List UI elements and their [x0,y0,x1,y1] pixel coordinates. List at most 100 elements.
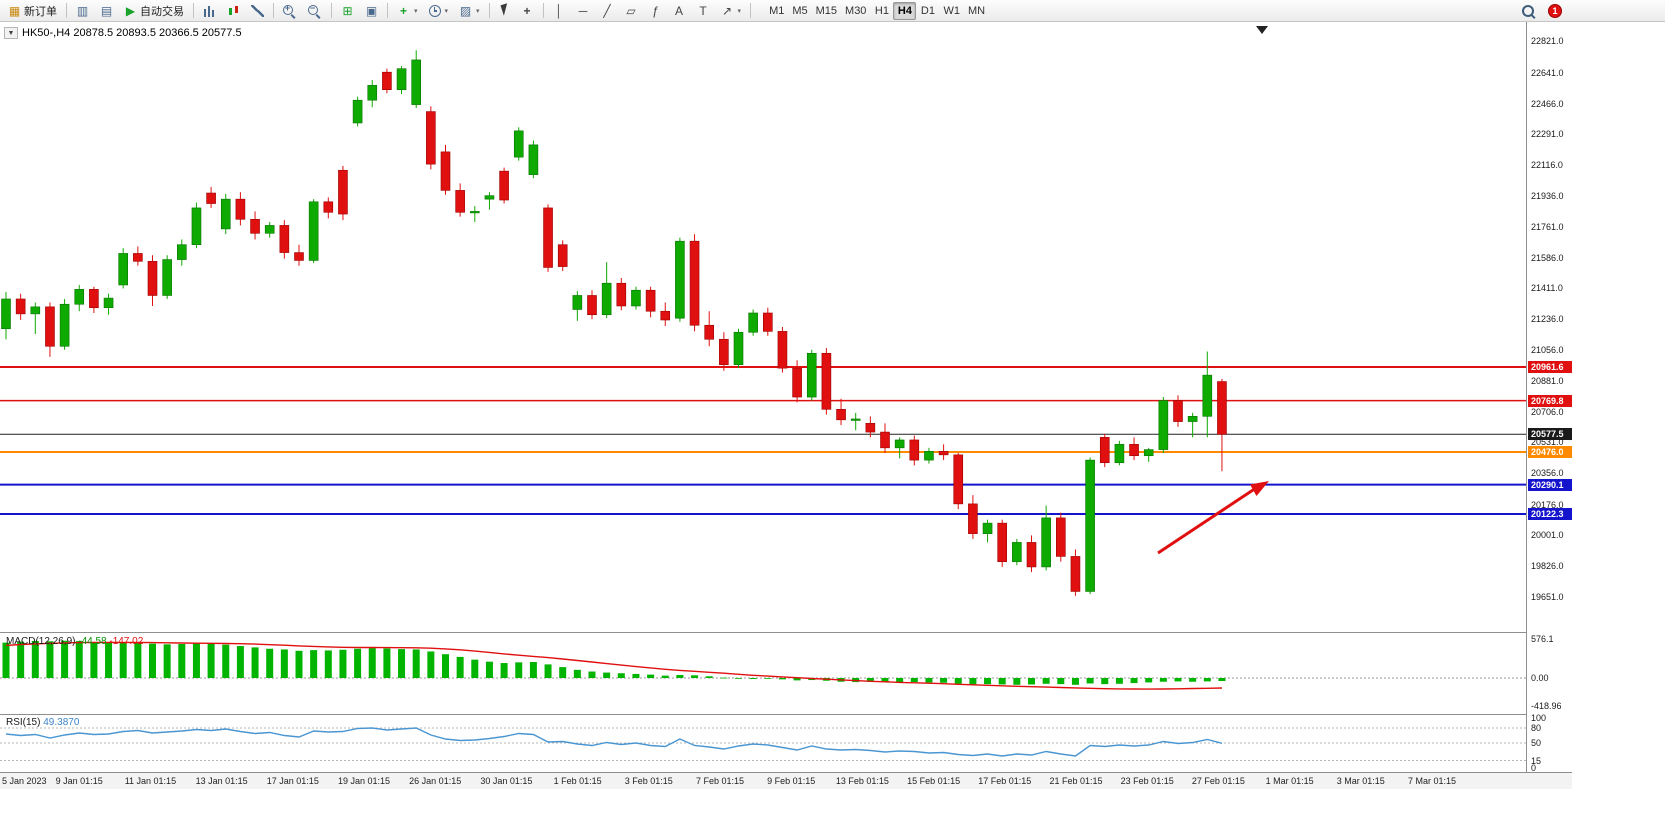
macd-histogram-bar [632,673,640,678]
price-chart[interactable] [0,22,1572,632]
macd-histogram-bar [866,678,874,682]
zoom-in-button[interactable]: + [278,1,302,20]
macd-histogram-bar [295,650,303,678]
macd-histogram-bar [75,641,83,678]
macd-histogram-bar [896,678,904,683]
candle [250,211,260,240]
macd-histogram-bar [647,674,655,678]
timeframe-mn[interactable]: MN [967,4,986,17]
timeframe-m1[interactable]: M1 [769,4,785,17]
macd-histogram-bar [793,678,801,681]
notification-badge[interactable]: 1 [1548,4,1562,18]
price-level-tag[interactable]: 20122.3 [1528,507,1572,520]
macd-histogram-bar [31,640,39,678]
candle [938,444,949,461]
macd-histogram-bar [251,647,259,678]
candle [338,165,348,221]
macd-histogram-bar [1115,678,1123,684]
macd-histogram-bar [412,649,420,678]
channel-button[interactable]: ▱ [620,1,643,20]
macd-panel[interactable] [0,632,1572,714]
chart-shift-marker[interactable] [1256,26,1268,34]
text-label-button[interactable]: T [692,1,715,20]
main-toolbar: ▦ 新订单 ▥ ▤ ▶ 自动交易 + − ⊞ ▣ + ▾ ▾ ▨ ▾ + │ ─ ╱… [0,0,1665,22]
price-level-tag[interactable]: 20290.1 [1528,478,1572,491]
toolbar-separator [542,3,544,18]
line-chart-button[interactable] [246,1,269,20]
chart-window-button[interactable]: ▥ [71,1,94,20]
vertical-line-button[interactable]: │ [548,1,571,20]
candle [997,519,1008,567]
timeframe-w1[interactable]: W1 [943,4,960,17]
macd-histogram-bar [969,678,977,685]
macd-histogram-bar [46,641,54,678]
cascade-windows-button[interactable]: ▣ [360,1,383,20]
arrows-button[interactable]: ↗ ▾ [716,1,747,20]
price-grid-label: 22291.0 [1531,129,1564,140]
symbol-ohlc-text: HK50-,H4 20878.5 20893.5 20366.5 20577.5 [22,27,242,39]
price-level-tag[interactable]: 20961.6 [1528,361,1572,373]
timeframe-h1[interactable]: H1 [874,4,889,17]
candlestick-chart-button[interactable] [222,1,245,20]
search-icon [1521,4,1536,19]
time-axis-label: 11 Jan 01:15 [124,776,177,786]
zoom-out-button[interactable]: − [303,1,327,20]
templates-button[interactable]: ▨ ▾ [454,1,485,20]
time-axis[interactable]: 5 Jan 2023 9 Jan 01:15 11 Jan 01:15 13 Jan … [0,772,1572,789]
cursor-button[interactable] [494,1,515,20]
macd-histogram-bar [105,642,113,678]
fibonacci-button[interactable]: ƒ [644,1,667,20]
timeframe-m30[interactable]: M30 [845,4,867,17]
autotrade-button[interactable]: ▶ 自动交易 [119,1,189,20]
macd-value: -44.58 [78,636,107,647]
chart-collapse-button[interactable]: ▼ [4,27,18,39]
price-axis[interactable]: 22821.0 22641.0 22466.0 22291.0 22116.0 21936… [1526,22,1572,773]
bar-chart-button[interactable] [198,1,221,20]
text-button[interactable]: A [668,1,691,20]
rsi-panel[interactable] [0,714,1572,772]
trend-arrow-annotation[interactable] [1157,481,1269,555]
time-axis-label: 1 Feb 01:15 [553,776,602,786]
timeframe-m5[interactable]: M5 [792,4,808,17]
timeframe-h4[interactable]: H4 [893,1,917,20]
price-grid-label: 20531.0 [1531,437,1564,448]
macd-histogram-bar [324,650,332,678]
tile-windows-button[interactable]: ⊞ [336,1,359,20]
indicators-button[interactable]: + ▾ [392,1,423,20]
price-level-tag[interactable]: 20769.8 [1528,394,1572,407]
market-watch-button[interactable]: ▤ [95,1,118,20]
macd-scale-label: 0.00 [1531,673,1549,683]
market-watch-icon: ▤ [100,3,113,18]
new-order-button[interactable]: ▦ 新订单 [3,1,62,20]
panel-separator[interactable] [0,714,1572,715]
crosshair-button[interactable]: + [516,1,539,20]
trendline-button[interactable]: ╱ [596,1,619,20]
macd-histogram-bar [910,678,918,683]
toolbar-separator [750,3,752,18]
time-axis-label: 27 Feb 01:15 [1191,776,1245,786]
candle [147,255,158,306]
periods-button[interactable]: ▾ [424,1,454,20]
price-level-tag[interactable]: 20577.5 [1528,428,1572,441]
toolbar-separator [66,3,67,18]
horizontal-line-button[interactable]: ─ [572,1,595,20]
autotrade-play-icon: ▶ [125,3,136,18]
time-axis-label: 3 Feb 01:15 [624,776,673,786]
time-axis-label: 17 Feb 01:15 [978,776,1032,786]
candle [1143,447,1154,462]
panel-separator[interactable] [0,632,1572,633]
macd-histogram-bar [339,649,347,678]
timeframe-d1[interactable]: D1 [920,4,935,17]
macd-histogram-bar [676,674,684,678]
price-level-tag[interactable]: 20476.0 [1528,446,1572,459]
macd-histogram-bar [925,678,933,683]
macd-histogram-bar [984,678,992,685]
price-grid-label: 21761.0 [1531,222,1564,232]
cursor-icon [499,4,510,17]
crosshair-icon: + [523,3,531,18]
macd-histogram-bar [119,641,127,678]
timeframe-m15[interactable]: M15 [815,4,838,17]
macd-histogram-bar [354,648,362,678]
search-button[interactable] [1516,2,1541,21]
candle [1012,538,1022,566]
